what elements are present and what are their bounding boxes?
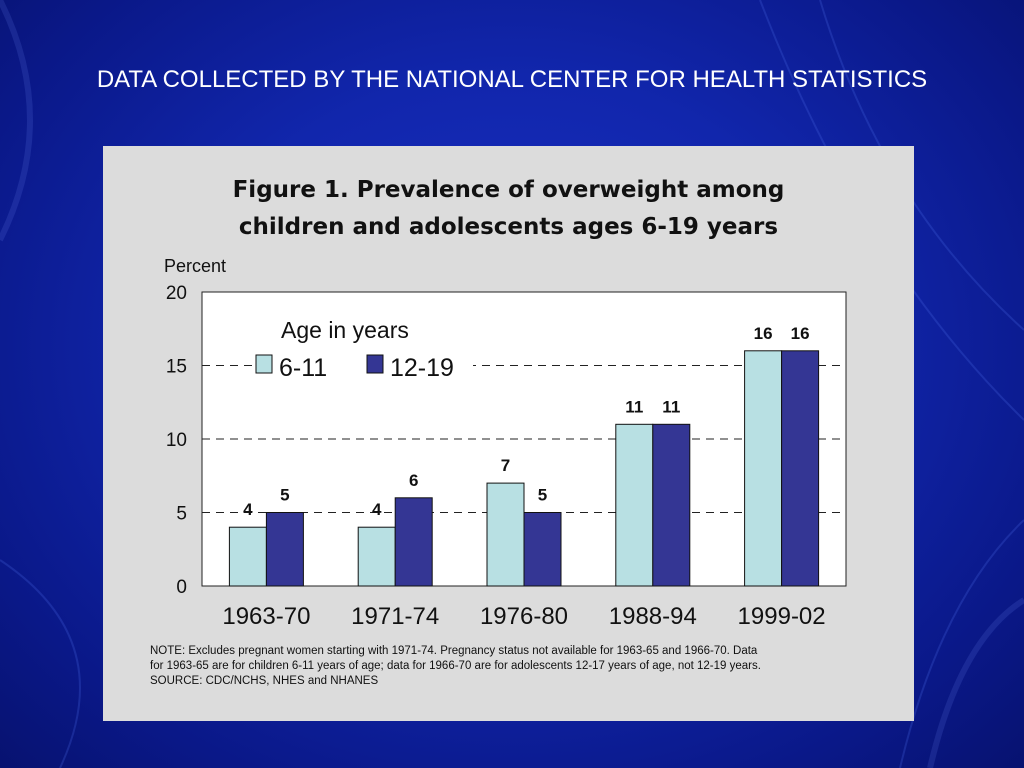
data-label-1971-74-6-11: 4 — [372, 500, 382, 519]
legend-background — [253, 311, 473, 381]
bar-1971-74-6-11 — [357, 526, 396, 587]
y-tick-label-15: 15 — [166, 357, 187, 378]
x-tick-label-1999-02: 1999-02 — [738, 603, 826, 630]
data-label-1971-74-12-19: 6 — [409, 471, 418, 490]
x-tick-label-1963-70: 1963-70 — [222, 603, 310, 630]
figure-title-line-2: children and adolescents ages 6-19 years — [238, 214, 779, 240]
legend-label-2: 12-19 — [390, 354, 454, 382]
bar-1963-70-6-11 — [228, 526, 267, 587]
bar-1988-94-6-11 — [615, 423, 654, 587]
x-tick-label-1971-74: 1971-74 — [351, 603, 439, 630]
data-label-1988-94-6-11: 11 — [625, 397, 643, 416]
bar-1988-94-12-19 — [652, 423, 691, 587]
data-label-1976-80-6-11: 7 — [501, 456, 510, 475]
x-tick-label-1976-80: 1976-80 — [480, 603, 568, 630]
legend-title: Age in years — [281, 317, 409, 343]
legend-swatch-1 — [255, 354, 273, 374]
data-label-1999-02-6-11: 16 — [754, 324, 773, 343]
chart-panel: Figure 1. Prevalence of overweight among… — [103, 146, 914, 721]
data-label-1963-70-6-11: 4 — [243, 500, 253, 519]
bar-1976-80-12-19 — [523, 512, 562, 587]
bar-1971-74-12-19 — [394, 497, 433, 587]
y-tick-label-20: 20 — [166, 283, 187, 304]
slide-title: DATA COLLECTED BY THE NATIONAL CENTER FO… — [96, 66, 928, 93]
y-tick-label-10: 10 — [166, 430, 187, 451]
note-line-2: for 1963-65 are for children 6-11 years … — [150, 660, 761, 672]
data-label-1999-02-12-19: 16 — [791, 324, 810, 343]
data-label-1976-80-12-19: 5 — [538, 486, 547, 505]
chart-note: NOTE: Excludes pregnant women starting w… — [150, 644, 890, 689]
x-tick-label-1988-94: 1988-94 — [609, 603, 697, 630]
figure-title: Figure 1. Prevalence of overweight among… — [143, 172, 874, 246]
source-line: SOURCE: CDC/NCHS, NHES and NHANES — [150, 675, 379, 687]
data-label-1963-70-12-19: 5 — [280, 486, 289, 505]
bar-1976-80-6-11 — [486, 482, 525, 587]
y-tick-label-0: 0 — [176, 577, 187, 598]
data-label-1988-94-12-19: 11 — [662, 397, 680, 416]
legend-label-1: 6-11 — [279, 354, 327, 382]
plot-area — [201, 291, 847, 587]
y-tick-label-5: 5 — [176, 504, 187, 525]
y-axis-label: Percent — [164, 256, 226, 276]
figure-title-line-1: Figure 1. Prevalence of overweight among — [232, 177, 785, 203]
legend-swatch-2 — [366, 354, 384, 374]
bar-1999-02-6-11 — [744, 350, 783, 587]
bar-1963-70-12-19 — [265, 512, 304, 587]
note-line-1: NOTE: Excludes pregnant women starting w… — [150, 645, 758, 657]
bar-1999-02-12-19 — [781, 350, 820, 587]
